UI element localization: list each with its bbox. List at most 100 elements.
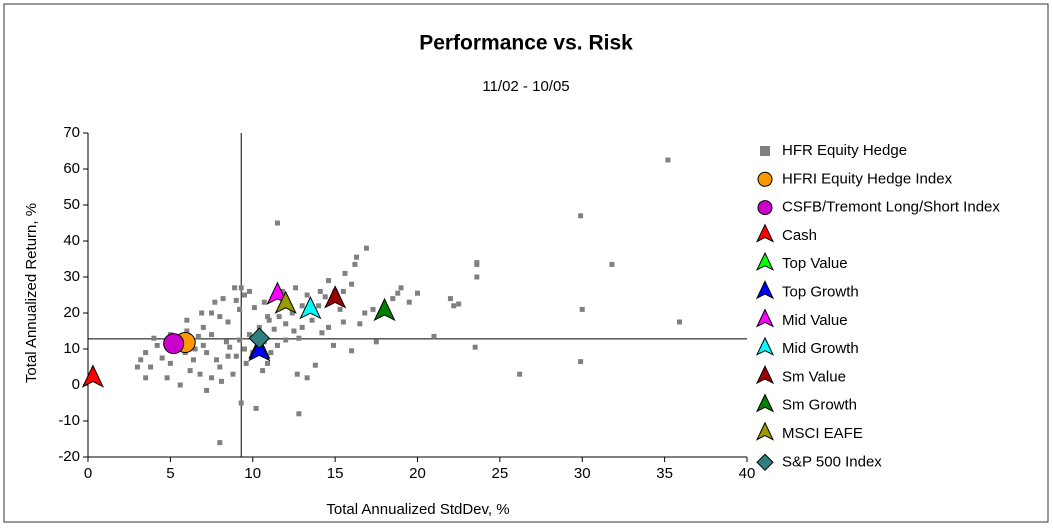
point: [279, 288, 285, 294]
point: [237, 337, 243, 343]
point: [274, 220, 280, 226]
legend-label: HFR Equity Hedge: [782, 142, 907, 159]
point: [253, 405, 259, 411]
point: [293, 285, 299, 291]
point: [248, 327, 271, 349]
point: [209, 310, 215, 316]
point: [431, 333, 437, 339]
legend-marker: [756, 453, 774, 472]
point: [159, 355, 165, 361]
point: [451, 303, 457, 309]
point: [283, 321, 289, 327]
point: [283, 337, 289, 343]
point: [373, 297, 396, 322]
point: [324, 285, 347, 309]
y-axis-label: Total Annualized Return, %: [23, 203, 40, 383]
y-tick-label: 40: [63, 232, 80, 249]
y-tick-label: 70: [63, 124, 80, 141]
legend-label: MSCI EAFE: [782, 425, 863, 442]
legend-marker: [760, 146, 770, 156]
x-tick-label: 5: [166, 465, 174, 482]
point: [199, 310, 205, 316]
point: [304, 375, 310, 381]
x-tick-label: 20: [409, 465, 426, 482]
legend-label: Top Growth: [782, 283, 859, 300]
point: [349, 348, 355, 354]
chart-title: Performance vs. Risk: [419, 32, 633, 55]
point: [319, 330, 325, 336]
point: [265, 360, 271, 366]
y-tick-label: 60: [63, 160, 80, 177]
legend-marker: [755, 421, 775, 441]
point: [415, 290, 420, 296]
point: [456, 301, 462, 307]
point: [406, 299, 412, 305]
point: [274, 342, 280, 348]
point: [242, 346, 248, 352]
point: [340, 288, 346, 294]
point: [217, 314, 223, 320]
point: [167, 360, 173, 366]
point: [227, 344, 233, 350]
point: [395, 290, 401, 296]
point: [184, 328, 190, 334]
point: [289, 310, 295, 316]
x-tick-label: 15: [327, 465, 344, 482]
point: [579, 306, 585, 312]
point: [233, 353, 239, 359]
point: [474, 260, 480, 266]
point: [299, 303, 305, 309]
y-tick-label: 20: [63, 304, 80, 321]
point: [187, 368, 193, 374]
x-tick-label: 25: [492, 465, 509, 482]
point: [217, 440, 223, 446]
point: [217, 364, 223, 370]
point: [214, 357, 220, 363]
chart-subtitle: 11/02 - 10/05: [482, 78, 569, 95]
point: [349, 281, 355, 287]
legend-label: S&P 500 Index: [782, 453, 882, 470]
x-tick-label: 35: [656, 465, 673, 482]
point: [151, 335, 157, 341]
point: [204, 387, 210, 393]
y-tick-label: -20: [58, 448, 80, 465]
point: [330, 342, 336, 348]
y-tick-label: 0: [72, 376, 80, 393]
legend-marker: [755, 308, 775, 328]
point: [212, 299, 218, 305]
point: [200, 324, 206, 330]
legend-label: Mid Value: [782, 312, 848, 329]
legend-label: Top Value: [782, 255, 848, 272]
point: [197, 371, 203, 377]
point: [665, 157, 671, 163]
point: [342, 270, 348, 276]
point: [354, 254, 360, 260]
point: [326, 278, 332, 284]
y-tick-label: 10: [63, 340, 80, 357]
point: [223, 339, 229, 345]
point: [220, 296, 226, 302]
point: [340, 319, 346, 325]
x-tick-label: 40: [739, 465, 756, 482]
point: [291, 328, 297, 334]
point: [312, 362, 318, 368]
point: [676, 319, 682, 325]
point: [138, 357, 144, 363]
x-tick-label: 30: [574, 465, 591, 482]
point: [362, 310, 368, 316]
point: [276, 314, 282, 320]
point: [337, 306, 343, 312]
point: [322, 294, 328, 300]
point: [578, 213, 584, 219]
legend-label: Cash: [782, 227, 817, 244]
point: [261, 299, 267, 305]
point: [474, 274, 480, 280]
point: [192, 346, 198, 352]
legend-marker: [755, 365, 775, 385]
point: [316, 303, 322, 309]
point: [154, 342, 160, 348]
point: [370, 306, 376, 312]
point: [578, 359, 584, 365]
